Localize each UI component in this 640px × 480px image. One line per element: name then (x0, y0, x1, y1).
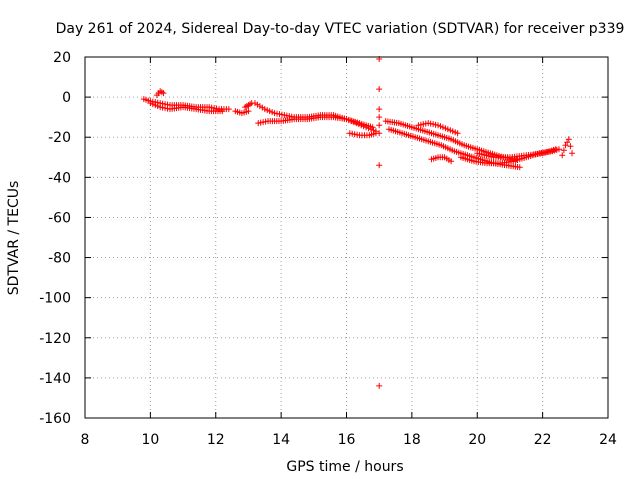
x-axis-ticks: 8 10 12 14 16 18 20 22 24 (81, 57, 617, 448)
data-point (245, 108, 252, 115)
data-point (564, 139, 571, 146)
x-tick-label: 14 (272, 432, 290, 448)
data-point (219, 108, 226, 115)
x-tick-label: 8 (81, 432, 90, 448)
data-point (160, 90, 167, 97)
x-axis-label: GPS time / hours (286, 459, 403, 475)
y-axis-ticks: 20 0 -20 -40 -60 -80 -100 -120 -140 -160 (39, 50, 608, 427)
y-tick-label: 0 (62, 90, 71, 106)
data-point (552, 146, 559, 153)
y-tick-label: 20 (53, 50, 71, 66)
data-point (567, 143, 574, 150)
grid-lines (85, 57, 608, 418)
data-point (454, 130, 461, 137)
data-point (376, 106, 383, 113)
data-point (376, 130, 383, 137)
y-tick-label: -140 (39, 371, 71, 387)
y-tick-label: -80 (48, 251, 71, 267)
data-point (376, 382, 383, 389)
x-tick-label: 18 (403, 432, 421, 448)
data-point (565, 136, 572, 143)
x-tick-label: 16 (338, 432, 356, 448)
data-point (569, 150, 576, 157)
y-tick-label: -40 (48, 170, 71, 186)
data-point (448, 158, 455, 165)
x-tick-label: 24 (599, 432, 617, 448)
data-point (559, 152, 566, 159)
x-tick-label: 22 (534, 432, 552, 448)
data-point (376, 86, 383, 93)
data-point (562, 142, 569, 149)
data-point (376, 122, 383, 129)
data-point (376, 114, 383, 121)
y-axis-label: SDTVAR / TECUs (6, 181, 22, 296)
data-point (560, 147, 567, 154)
y-tick-label: -160 (39, 411, 71, 427)
y-tick-label: -100 (39, 291, 71, 307)
data-point (516, 164, 523, 171)
x-tick-label: 12 (207, 432, 225, 448)
x-tick-label: 20 (468, 432, 486, 448)
chart-title: Day 261 of 2024, Sidereal Day-to-day VTE… (56, 21, 625, 37)
y-tick-label: -20 (48, 130, 71, 146)
data-point (369, 124, 376, 131)
data-point (376, 162, 383, 169)
y-tick-label: -120 (39, 331, 71, 347)
data-series (140, 56, 576, 389)
y-tick-label: -60 (48, 210, 71, 226)
data-point (225, 106, 232, 113)
x-tick-label: 10 (141, 432, 159, 448)
